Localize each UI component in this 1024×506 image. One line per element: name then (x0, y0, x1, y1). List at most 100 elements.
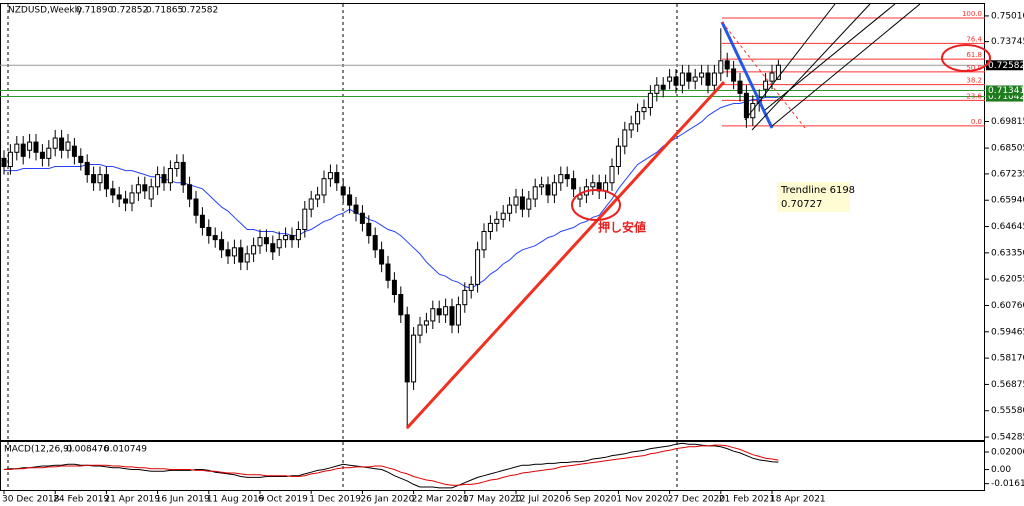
fib-label: 61.8 (966, 51, 982, 59)
candle-body (39, 151, 45, 159)
candle-body (564, 174, 570, 180)
candle-body (340, 186, 346, 196)
price-tag (986, 91, 1023, 102)
x-tick-label: 17 May 2020 (463, 495, 522, 505)
x-tick-label: 21 Apr 2019 (104, 495, 160, 505)
candle-body (417, 324, 423, 336)
candle-body (494, 218, 500, 224)
header-close: 0.72582 (181, 6, 218, 16)
candle-body (635, 111, 641, 125)
candle-body (257, 237, 263, 247)
candle-body (167, 168, 173, 184)
x-tick-label: 16 Jun 2019 (156, 495, 210, 505)
candle-body (289, 235, 295, 241)
candle-body (468, 283, 474, 291)
candle-body (347, 194, 353, 206)
candle-body (379, 249, 385, 265)
candle-body (135, 184, 141, 194)
candle-body (603, 182, 609, 192)
candle-body (526, 198, 532, 210)
indicator-line (3, 442, 779, 489)
candle-body (763, 80, 769, 90)
downtrend-line (720, 21, 774, 129)
candle-body (238, 247, 244, 263)
macd-pane-frame (0, 441, 985, 491)
y-tick-label: 0.59465 (991, 327, 1024, 337)
candle-body (65, 141, 71, 151)
candle-body (372, 235, 378, 251)
y-tick-label: 0.54285 (991, 433, 1024, 443)
x-tick-label: 12 Jul 2020 (514, 495, 565, 505)
candle-body (123, 198, 129, 204)
fib-diagonal (721, 21, 806, 129)
price-tag (986, 85, 1023, 96)
pitchfork-line (771, 3, 921, 127)
candle-body (558, 174, 564, 184)
price-pane-frame (0, 3, 985, 441)
candle-body (731, 68, 737, 82)
candle-body (673, 76, 679, 86)
candle-body (315, 194, 321, 200)
header-open: 0.71890 (76, 6, 113, 16)
candle-body (251, 245, 257, 255)
candle-body (430, 308, 436, 322)
candle-body (628, 123, 634, 131)
candle-body (545, 184, 551, 196)
x-tick-label: 6 Oct 2019 (258, 495, 308, 505)
candle-body (507, 204, 513, 214)
candle-body (353, 204, 359, 214)
candle-body (769, 72, 775, 82)
candle-body (571, 178, 577, 190)
candle-body (475, 249, 481, 285)
moving-average (4, 96, 779, 289)
candle-body (462, 289, 468, 306)
highlight-ellipse (571, 189, 621, 221)
candle-body (91, 174, 97, 184)
macd-value: 0.008476 (66, 445, 109, 455)
candle-body (180, 161, 186, 186)
header-low: 0.71865 (146, 6, 183, 16)
tooltip-box (777, 182, 850, 212)
pitchfork-line (744, 3, 836, 121)
signal-value: 0.010749 (104, 445, 147, 455)
candle-body (724, 60, 730, 70)
candle-body (654, 84, 660, 94)
candle-body (692, 76, 698, 82)
trendline-name: Trendline 6198 (780, 185, 855, 196)
candle-body (193, 198, 199, 216)
candle-body (532, 186, 538, 200)
x-tick-label: 1 Dec 2019 (309, 495, 361, 505)
candle-body (20, 143, 26, 157)
candle-body (699, 72, 705, 78)
candle-body (302, 208, 308, 230)
candle-body (590, 182, 596, 188)
y-tick-label: 0.67235 (991, 169, 1024, 179)
candle-body (276, 239, 282, 249)
y-tick-label: 0.68505 (991, 144, 1024, 154)
candle-body (148, 186, 154, 200)
candle-body (404, 314, 410, 383)
candle-body (199, 214, 205, 228)
candle-body (212, 235, 218, 241)
candle-body (622, 129, 628, 147)
candle-body (359, 212, 365, 224)
price-tag (986, 60, 1023, 71)
fib-label: 76.4 (966, 35, 982, 43)
candle-body (263, 237, 269, 245)
candle-body (110, 188, 116, 196)
candle-body (391, 279, 397, 296)
candle-body (455, 304, 461, 326)
candle-body (334, 172, 340, 184)
candle-body (308, 198, 314, 210)
fib-label: 50.0 (966, 64, 982, 72)
candle-body (711, 72, 717, 86)
candle-body (667, 76, 673, 82)
indicator-line (4, 444, 779, 486)
candle-body (539, 184, 545, 188)
